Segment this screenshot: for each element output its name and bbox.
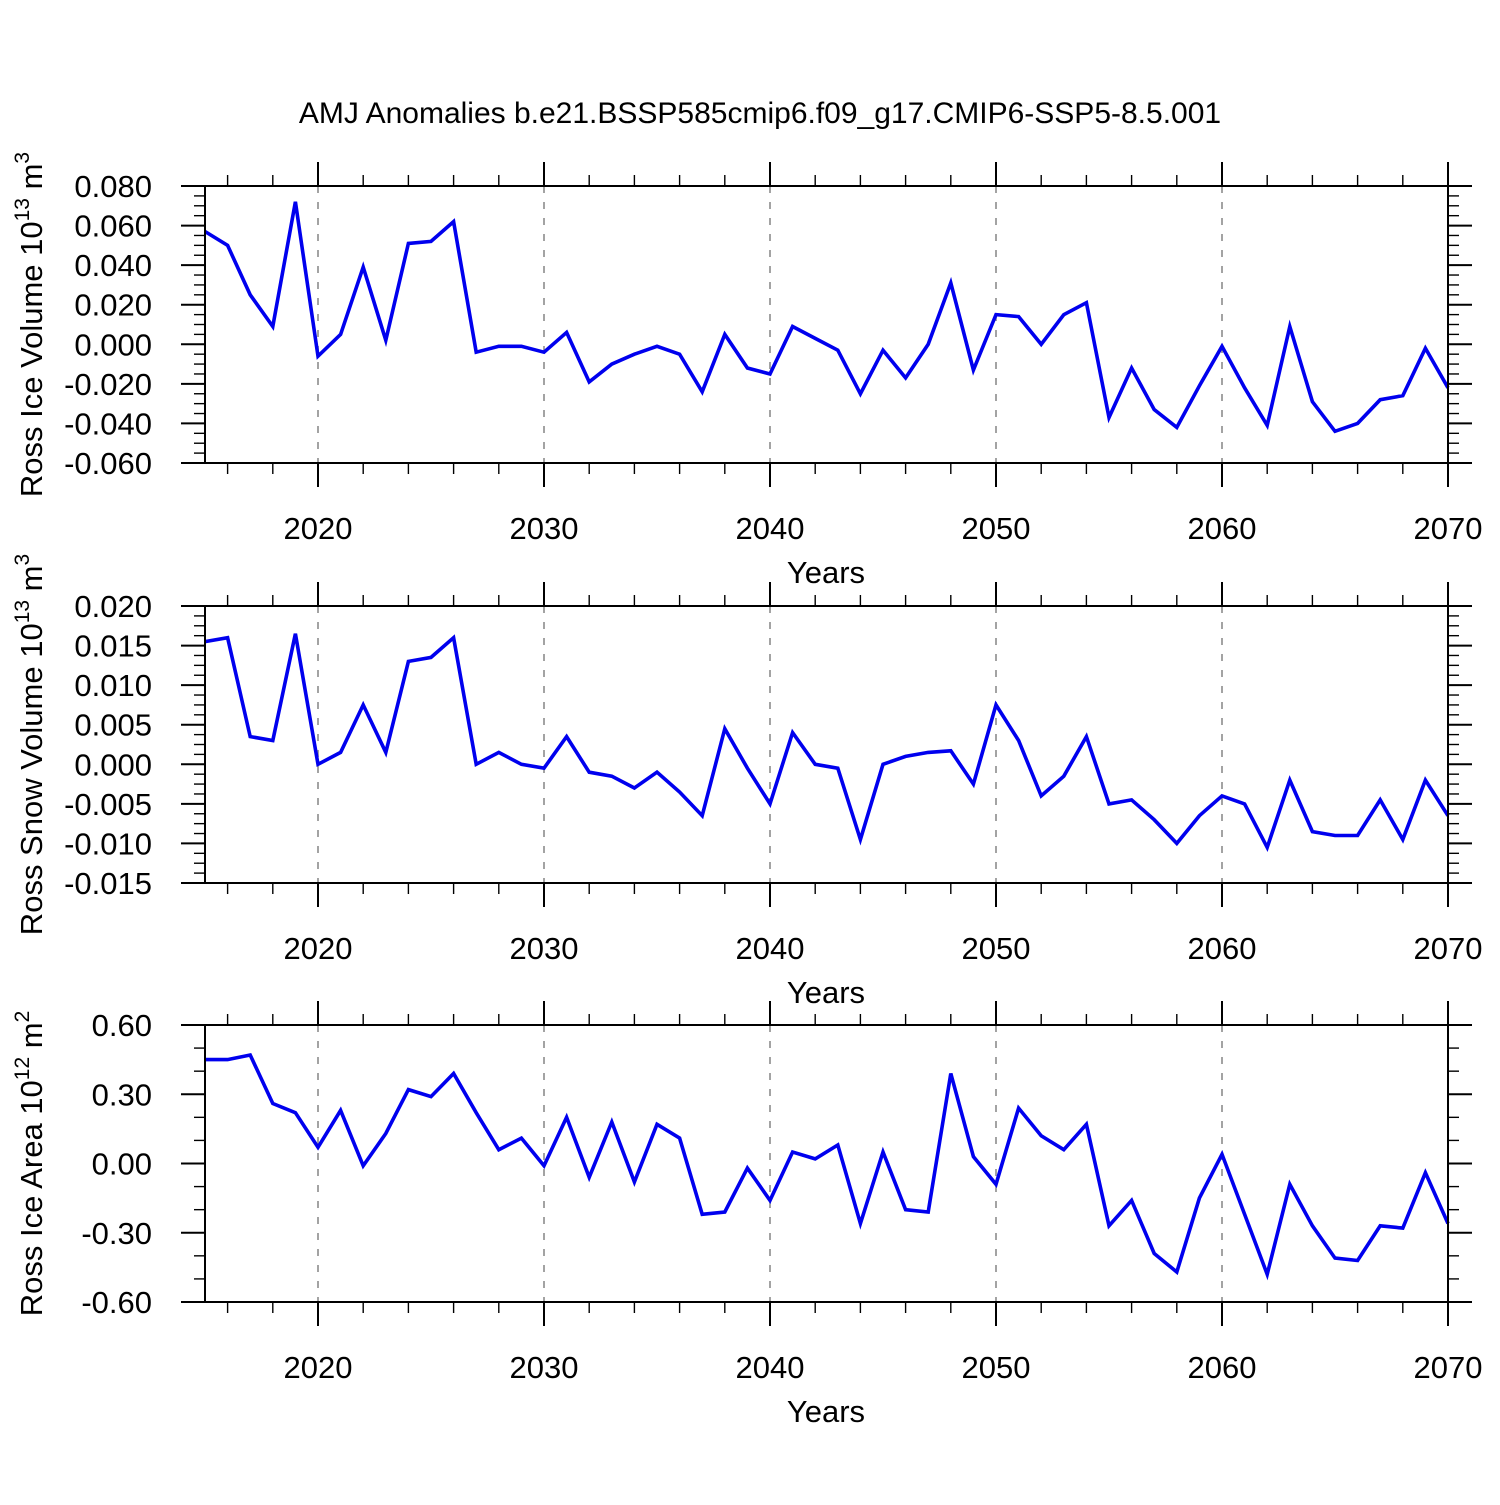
x-tick-label: 2060	[1188, 931, 1257, 966]
panel-ross-ice-area: 2020 2030 2040 2050 2060 2070 0.60 0.30 0.00 -0.3…	[81, 1001, 1482, 1385]
chart-title: AMJ Anomalies b.e21.BSSP585cmip6.f09_g17…	[299, 97, 1221, 130]
y-tick-label: 0.000	[74, 327, 152, 362]
plot-box	[204, 605, 1449, 884]
y-tick-label: -0.010	[64, 826, 152, 861]
x-tick-label: 2030	[510, 511, 579, 546]
x-tick-label: 2050	[962, 931, 1031, 966]
y-axis-title-ice-volume: Ross Ice Volume 1013 m3	[11, 152, 49, 497]
panel-ross-ice-volume: 2020 2030 2040 2050 2060 2070 0.080 0.060 0.040 0…	[64, 162, 1482, 546]
y-tick-label: -0.015	[64, 866, 152, 901]
y-tick-label: -0.060	[64, 446, 152, 481]
x-axis-title-1: Years	[787, 555, 865, 590]
y-tick-label: 0.005	[74, 708, 152, 743]
y-tick-label: 0.020	[74, 589, 152, 624]
y-tick-label: 0.010	[74, 668, 152, 703]
y-tick-label: 0.020	[74, 288, 152, 323]
y-tick-label: -0.005	[64, 787, 152, 822]
y-tick-label: 0.00	[92, 1147, 152, 1182]
plot-box	[204, 185, 1449, 464]
y-tick-label: -0.040	[64, 406, 152, 441]
x-tick-label: 2070	[1414, 931, 1483, 966]
x-tick-label: 2040	[736, 1350, 805, 1385]
y-tick-label: 0.015	[74, 629, 152, 664]
x-tick-label: 2020	[284, 1350, 353, 1385]
y-axis-title-snow-volume: Ross Snow Volume 1013 m3	[11, 554, 49, 935]
x-tick-label: 2070	[1414, 511, 1483, 546]
y-tick-label: 0.080	[74, 169, 152, 204]
x-tick-label: 2040	[736, 931, 805, 966]
series-ross-snow-volume	[204, 633, 1450, 852]
y-tick-label: 0.040	[74, 248, 152, 283]
y-tick-label: 0.30	[92, 1077, 152, 1112]
x-tick-label: 2070	[1414, 1350, 1483, 1385]
x-tick-label: 2030	[510, 1350, 579, 1385]
y-tick-label: 0.000	[74, 747, 152, 782]
x-tick-label: 2030	[510, 931, 579, 966]
series-ross-ice-volume	[204, 201, 1450, 434]
y-tick-label: -0.30	[81, 1216, 152, 1251]
x-tick-label: 2050	[962, 1350, 1031, 1385]
x-tick-label: 2020	[284, 511, 353, 546]
x-tick-label: 2050	[962, 511, 1031, 546]
y-axis-title-ice-area: Ross Ice Area 1012 m2	[11, 1011, 49, 1317]
x-tick-label: 2040	[736, 511, 805, 546]
y-tick-label: -0.60	[81, 1285, 152, 1320]
x-axis-title-2: Years	[787, 975, 865, 1010]
x-tick-label: 2060	[1188, 1350, 1257, 1385]
series-ross-ice-area	[205, 1052, 1450, 1281]
y-tick-label: -0.020	[64, 367, 152, 402]
x-axis-title-3: Years	[787, 1394, 865, 1429]
panel-ross-snow-volume: 2020 2030 2040 2050 2060 2070 0.020 0.015 0.010 0…	[64, 582, 1482, 966]
y-tick-label: 0.60	[92, 1008, 152, 1043]
x-tick-label: 2020	[284, 931, 353, 966]
x-tick-label: 2060	[1188, 511, 1257, 546]
y-tick-label: 0.060	[74, 209, 152, 244]
